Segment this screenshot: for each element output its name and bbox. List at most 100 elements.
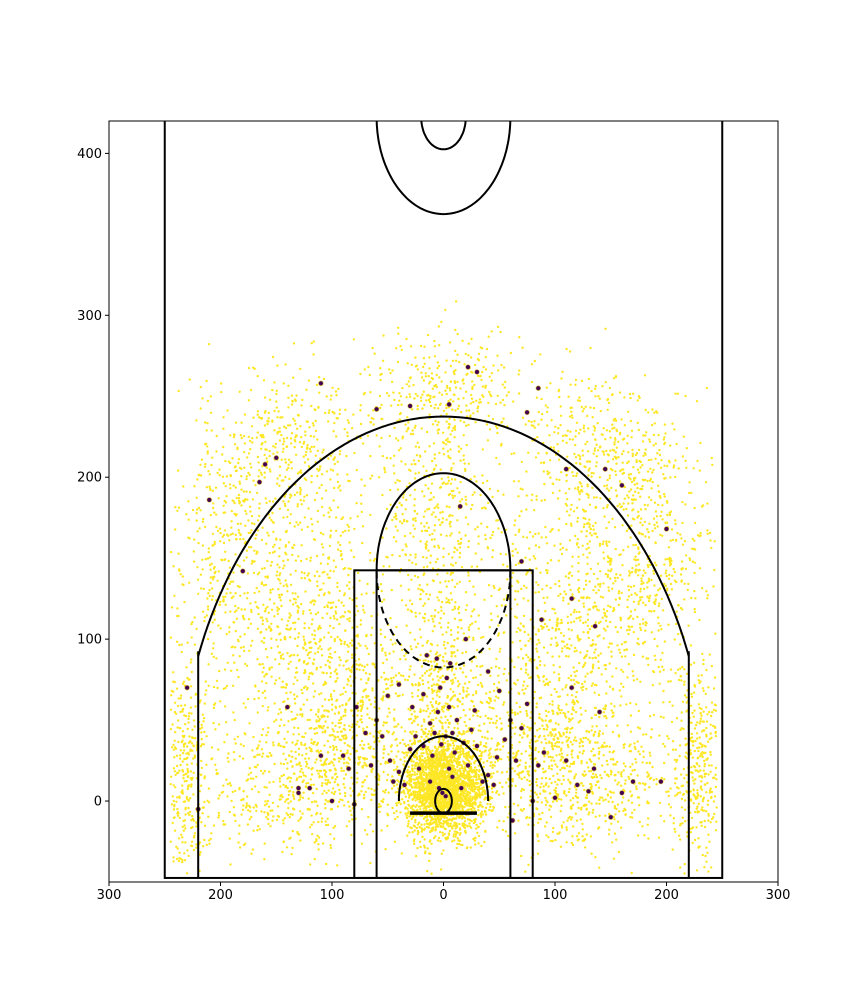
made-shot-point — [467, 545, 470, 549]
made-shot-point — [481, 474, 484, 477]
made-shot-point — [427, 681, 430, 684]
made-shot-point — [651, 480, 654, 484]
made-shot-point — [631, 566, 634, 570]
made-shot-point — [698, 469, 701, 472]
made-shot-point — [483, 840, 486, 844]
made-shot-point — [713, 540, 716, 543]
made-shot-point — [435, 759, 438, 763]
made-shot-point — [477, 825, 480, 829]
made-shot-point — [431, 697, 435, 700]
made-shot-point — [290, 432, 294, 435]
made-shot-point — [523, 776, 526, 779]
made-shot-point — [413, 488, 417, 491]
made-shot-point — [452, 393, 456, 396]
made-shot-point — [475, 778, 478, 781]
made-shot-point — [431, 678, 435, 681]
made-shot-point — [461, 651, 464, 655]
made-shot-point — [480, 522, 483, 525]
made-shot-point — [427, 793, 430, 797]
made-shot-point — [407, 468, 411, 471]
made-shot-point — [464, 829, 467, 833]
made-shot-point — [464, 799, 468, 802]
made-shot-point — [448, 824, 452, 827]
made-shot-point — [608, 474, 612, 477]
made-shot-point — [650, 423, 654, 427]
made-shot-point — [495, 726, 498, 729]
made-shot-point — [221, 453, 224, 456]
made-shot-point — [225, 592, 228, 595]
made-shot-point — [177, 389, 180, 393]
made-shot-point — [427, 487, 430, 490]
made-shot-point — [458, 546, 462, 549]
made-shot-point — [300, 436, 303, 439]
made-shot-point — [314, 408, 317, 412]
made-shot-point — [460, 566, 464, 569]
made-shot-point — [471, 610, 474, 613]
made-shot-point — [471, 493, 474, 497]
made-shot-point — [468, 708, 471, 711]
made-shot-point — [517, 392, 521, 395]
made-shot-point — [480, 844, 483, 848]
made-shot-point — [445, 412, 448, 416]
made-shot-point — [450, 478, 454, 481]
made-shot-point — [427, 715, 430, 718]
made-shot-point — [638, 471, 641, 474]
made-shot-point — [470, 397, 474, 400]
made-shot-point — [356, 515, 359, 518]
made-shot-point — [425, 825, 429, 829]
made-shot-point — [247, 399, 251, 402]
made-shot-point — [248, 491, 252, 494]
made-shot-point — [270, 560, 273, 564]
made-shot-point — [673, 428, 676, 431]
made-shot-point — [195, 511, 198, 515]
made-shot-point — [438, 729, 441, 733]
made-shot-point — [439, 824, 443, 828]
made-shot-point — [209, 395, 212, 398]
made-shot-point — [406, 812, 409, 815]
made-shot-point — [378, 445, 381, 448]
made-shot-point — [588, 467, 591, 470]
made-shot-point — [577, 486, 580, 489]
made-shot-point — [480, 773, 483, 776]
made-shot-point — [379, 378, 382, 382]
made-shot-point — [467, 628, 471, 632]
made-shot-point — [237, 493, 241, 497]
made-shot-point — [465, 604, 469, 607]
made-shot-point — [489, 536, 492, 540]
made-shot-point — [472, 412, 475, 415]
made-shot-point — [637, 510, 640, 513]
made-shot-point — [292, 376, 295, 379]
made-shot-point — [386, 803, 389, 806]
made-shot-point — [489, 393, 492, 396]
made-shot-point — [472, 676, 475, 680]
made-shot-point — [453, 494, 456, 498]
made-shot-point — [601, 385, 604, 388]
made-shot-point — [440, 393, 444, 396]
made-shot-point — [442, 453, 446, 456]
made-shot-point — [271, 588, 274, 591]
made-shot-point — [484, 533, 487, 537]
made-shot-point — [442, 681, 445, 684]
made-shot-point — [637, 448, 641, 452]
made-shot-point — [424, 375, 428, 378]
made-shot-point — [627, 595, 631, 598]
made-shot-point — [256, 711, 259, 714]
made-shot-point — [329, 398, 332, 401]
made-shot-point — [602, 453, 606, 456]
made-shot-point — [389, 371, 392, 375]
made-shot-point — [479, 757, 483, 761]
made-shot-point — [680, 560, 684, 563]
made-shot-point — [520, 460, 523, 464]
made-shot-point — [466, 770, 470, 774]
made-shot-point — [653, 523, 656, 527]
made-shot-point — [617, 440, 620, 443]
made-shot-point — [599, 409, 602, 413]
made-shot-point — [421, 786, 424, 790]
made-shot-point — [413, 638, 417, 641]
made-shot-point — [627, 473, 631, 476]
made-shot-point — [465, 695, 468, 698]
made-shot-point — [433, 773, 437, 776]
made-shot-point — [489, 805, 492, 809]
made-shot-point — [450, 819, 453, 822]
